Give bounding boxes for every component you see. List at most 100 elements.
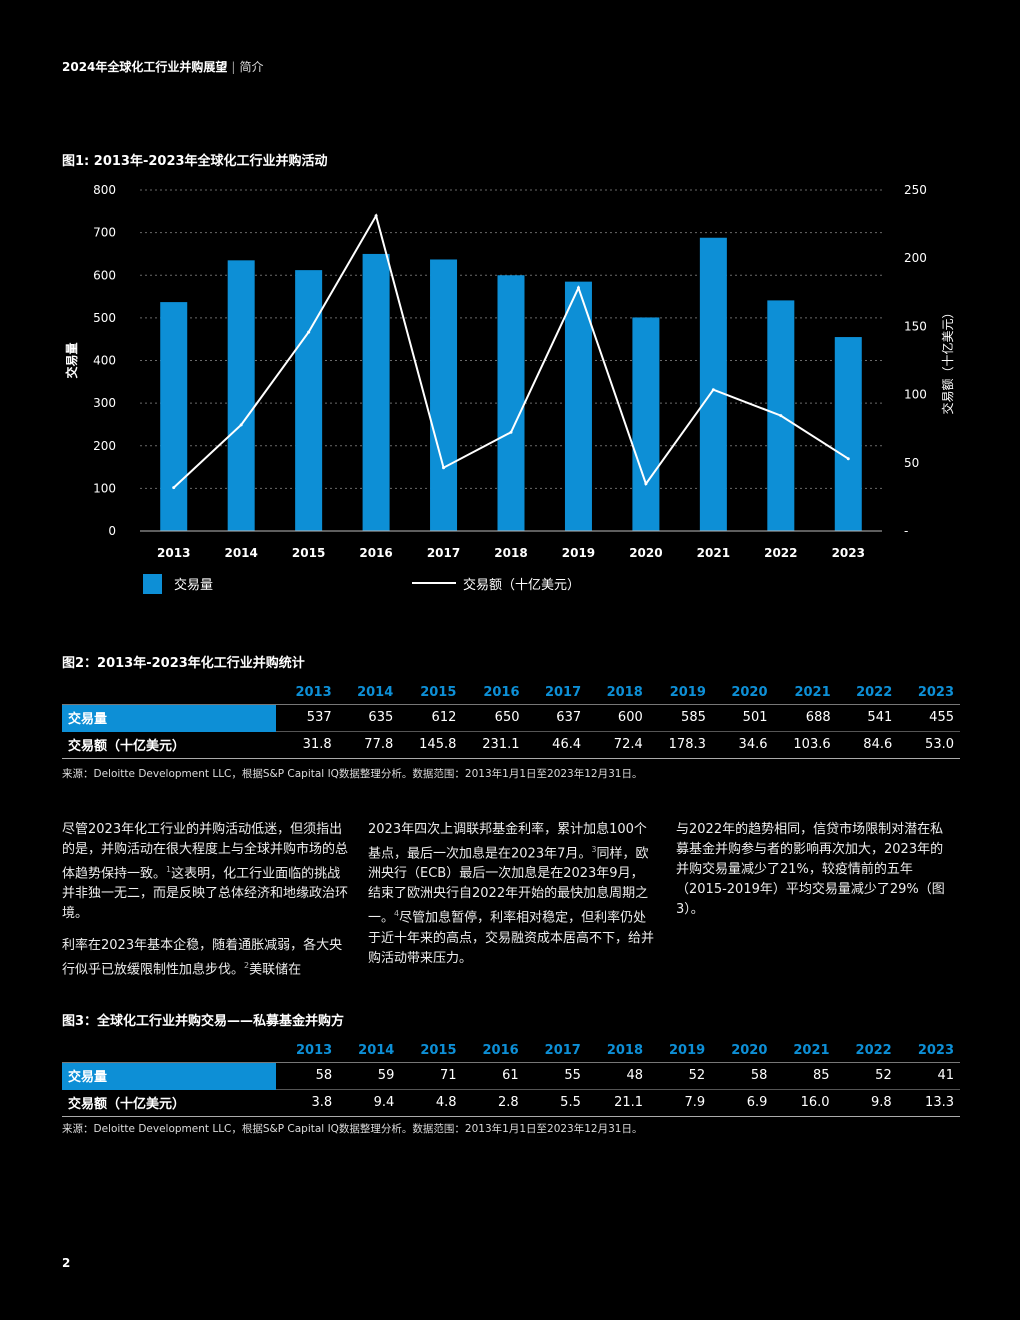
table-cell: 48 [586,1062,650,1090]
report-title: 2024年全球化工行业并购展望 [62,60,228,74]
year-header: 2020 [711,1040,774,1063]
year-header: 2015 [399,682,463,705]
y-tick-label: 100 [93,481,116,495]
section-name: 简介 [239,60,264,74]
table-header-row: 2013 2014 2015 2016 2017 2018 2019 2020 2021 2022… [62,682,960,705]
y-tick-label: 500 [93,311,116,325]
table-corner [62,682,276,705]
bar [227,260,255,531]
bar [497,275,525,531]
table-cell: 85 [773,1062,836,1090]
table-cell: 9.4 [338,1089,401,1117]
year-header: 2021 [773,682,837,705]
y2-tick-label: 250 [904,183,927,197]
y2-tick-label: 50 [904,456,919,470]
table-cell: 541 [836,704,899,732]
table-cell: 46.4 [525,731,588,759]
table-cell: 53.0 [898,731,960,759]
header-separator: | [231,60,236,74]
paragraph: 2023年四次上调联邦基金利率，累计加息100个基点，最后一次加息是在2023年… [368,822,655,966]
table-cell: 59 [338,1062,401,1090]
year-header: 2022 [836,682,899,705]
fig2-table: 2013 2014 2015 2016 2017 2018 2019 2020 2021 2022… [62,682,960,759]
bar [834,337,862,531]
table-cell: 612 [399,704,463,732]
line-point [711,388,715,392]
x-tick-label: 2021 [697,546,730,560]
year-header: 2016 [462,682,526,705]
row-label: 交易量 [62,1062,276,1090]
legend-swatch-bar [143,574,162,594]
x-tick-label: 2016 [359,546,392,560]
body-column-2: 2023年四次上调联邦基金利率，累计加息100个基点，最后一次加息是在2023年… [368,820,654,981]
line-point [846,457,850,461]
y2-axis-title: 交易额（十亿美元） [940,306,955,414]
table-cell: 41 [897,1062,960,1090]
y2-tick-label: 150 [904,319,927,333]
table-row: 交易额（十亿美元） 31.8 77.8 145.8 231.1 46.4 72.4 178.3… [62,731,960,759]
line-point [374,214,378,218]
table-cell: 501 [711,704,774,732]
year-header: 2022 [835,1040,898,1063]
y2-tick-label: 100 [904,388,927,402]
row-label: 交易额（十亿美元） [62,731,276,759]
y-axis-title: 交易量 [64,342,79,378]
table-cell: 84.6 [836,731,899,759]
line-point [239,423,243,427]
table-cell: 6.9 [711,1089,774,1117]
year-header: 2023 [897,1040,960,1063]
bar [160,302,188,531]
row-label: 交易量 [62,704,276,732]
fig1-chart: 0 100 200 300 400 500 600 700 800 - 50 100 150 200 250… [64,183,955,594]
y2-tick-label: - [904,524,908,538]
table-cell: 4.8 [400,1089,463,1117]
y-tick-label: 800 [93,183,116,197]
table-cell: 58 [711,1062,774,1090]
bar [362,253,390,531]
table-cell: 52 [649,1062,712,1090]
table-cell: 13.3 [897,1089,960,1117]
bar [699,237,727,531]
table-cell: 103.6 [773,731,837,759]
table-cell: 9.8 [835,1089,898,1117]
y-tick-label: 600 [93,268,116,282]
table-cell: 3.8 [276,1089,339,1117]
y-tick-label: 0 [108,524,116,538]
table-cell: 650 [462,704,526,732]
line-point [307,330,311,334]
year-header: 2013 [276,682,338,705]
table-cell: 145.8 [399,731,463,759]
table-cell: 58 [276,1062,339,1090]
bar [430,259,458,531]
fig1-title: 图1: 2013年-2023年全球化工行业并购活动 [62,154,328,169]
table-cell: 72.4 [587,731,649,759]
fig2-title: 图2：2013年-2023年化工行业并购统计 [62,656,305,671]
table-cell: 77.8 [337,731,400,759]
running-header: 2024年全球化工行业并购展望 | 简介 [62,58,263,75]
y-tick-label: 400 [93,354,116,368]
line-point [644,482,648,486]
table-cell: 5.5 [524,1089,587,1117]
x-tick-label: 2019 [562,546,595,560]
table-cell: 21.1 [586,1089,650,1117]
fig3-title: 图3：全球化工行业并购交易——私募基金并购方 [62,1014,345,1029]
table-cell: 7.9 [649,1089,712,1117]
year-header: 2019 [648,682,712,705]
year-header: 2016 [462,1040,525,1063]
year-header: 2013 [276,1040,339,1063]
body-column-1: 尽管2023年化工行业的并购活动低迷，但须指出的是，并购活动在很大程度上与全球并… [62,820,348,993]
x-tick-label: 2013 [157,546,190,560]
table-cell: 178.3 [648,731,712,759]
fig3-source: 来源：Deloitte Development LLC，根据S&P Capita… [62,1123,643,1135]
fig3-table: 2013 2014 2015 2016 2017 2018 2019 2020 2021 2022… [62,1040,960,1117]
x-tick-label: 2022 [764,546,797,560]
line-point [172,486,176,490]
year-header: 2019 [649,1040,712,1063]
year-header: 2023 [898,682,960,705]
paragraph: 与2022年的趋势相同，信贷市场限制对潜在私募基金并购参与者的影响再次加大，20… [676,822,945,917]
y-tick-label: 700 [93,226,116,240]
legend-label-line: 交易额（十亿美元） [463,577,580,593]
table-cell: 2.8 [462,1089,525,1117]
year-header: 2015 [400,1040,463,1063]
table-cell: 61 [462,1062,525,1090]
